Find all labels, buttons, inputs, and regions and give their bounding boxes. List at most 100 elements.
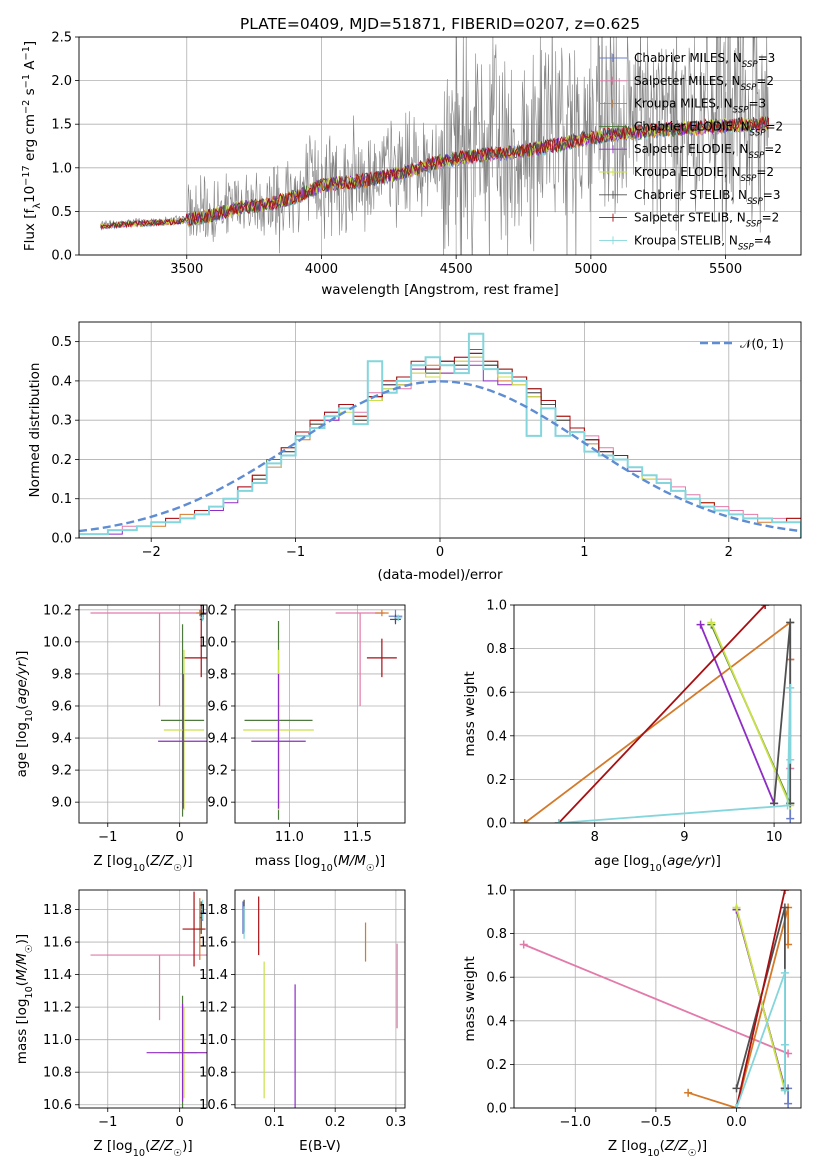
x-tick-label: 0.2 [325, 1115, 346, 1130]
label-part: )] [375, 853, 386, 869]
y-axis-label: age [log10(age/yr)] [14, 651, 35, 778]
label-part: ( [145, 853, 150, 869]
mass-vs-ebv-panel: 0.1 0.2 0.3 10.6 10.8 11.0 11.2 11.4 11.6 11.8 [199, 889, 407, 1130]
legend-entry: Salpeter STELIB, NSSP=2 [634, 211, 779, 230]
y-tick-label: 11.2 [199, 1001, 228, 1016]
plot-area [520, 605, 795, 823]
label-part: Z [log [93, 853, 132, 869]
label-part: mass [log [255, 853, 321, 869]
label-part: −1 [21, 74, 32, 88]
x-tick-label: −1.0 [559, 1115, 591, 1130]
legend-entry: Chabrier MILES, NSSP=3 [634, 51, 775, 70]
y-tick-label: 11.0 [199, 1033, 228, 1048]
plot-area [79, 332, 801, 538]
y-tick-label: 10.2 [199, 603, 228, 618]
y-tick-label: 9.4 [51, 732, 72, 747]
label-part: ( [14, 981, 30, 986]
label-part: Chabrier ELODIE, N [634, 119, 750, 133]
plot-area [90, 605, 207, 817]
label-part: SSP [742, 60, 759, 70]
weight-point-marker [780, 1086, 789, 1095]
x-axis-label: Z [log10(Z/Z☉)] [608, 1138, 707, 1159]
y-tick-label: 10.6 [43, 1098, 72, 1113]
y-tick-label: 1.0 [51, 161, 72, 176]
weight-point-marker [780, 890, 789, 894]
label-part: =2 [765, 119, 783, 133]
y-tick-label: 0.5 [51, 205, 72, 220]
x-tick-label: 0.3 [386, 1115, 407, 1130]
plot-area [243, 609, 403, 820]
y-tick-label: 0.3 [51, 414, 72, 429]
x-tick-label: 3500 [170, 262, 203, 277]
axes-frame [513, 604, 802, 824]
label-part: erg cm [22, 114, 38, 165]
weight-point-marker [786, 683, 795, 692]
y-tick-label: 0.4 [51, 374, 72, 389]
label-part: Z/Z [664, 1138, 689, 1154]
y-tick-label: 0.8 [486, 642, 507, 657]
label-part: SSP [741, 174, 758, 184]
weight-point-marker [786, 814, 795, 823]
label-part: )] [182, 1138, 193, 1154]
x-tick-label: 0 [176, 830, 184, 845]
x-tick-label: 11.5 [343, 830, 372, 845]
x-tick-label: 9 [680, 830, 688, 845]
y-tick-label: 10.0 [43, 635, 72, 650]
plot-area [519, 890, 793, 1108]
mass-vs-Z-panel: −1 0 10.6 10.8 11.0 11.2 11.4 11.6 11.8 [43, 889, 208, 1130]
model-spectrum-line [100, 118, 769, 230]
y-tick-label: 9.8 [51, 667, 72, 682]
label-part: Z/Z [149, 853, 174, 869]
label-part: Z [log [93, 1138, 132, 1154]
axes-frame [513, 889, 802, 1109]
weight-point-marker [780, 968, 789, 977]
label-part: ( [662, 853, 667, 869]
plot-area [90, 891, 207, 1108]
weight-series-line [558, 687, 792, 823]
label-part: −17 [21, 165, 32, 186]
y-tick-label: 9.8 [207, 667, 228, 682]
label-part: Z/Z [149, 1138, 174, 1154]
y-tick-label: 10.0 [199, 635, 228, 650]
label-part: s [22, 88, 38, 99]
y-tick-label: 0.4 [486, 1014, 507, 1029]
x-tick-label: 0 [176, 1115, 184, 1130]
residuals-panel: −2 −1 0 1 2 0.0 0.1 0.2 0.3 0.4 0.5 [51, 321, 802, 560]
x-tick-label: −2 [142, 545, 161, 560]
axes-frame [234, 889, 406, 1109]
y-tick-label: 0.4 [486, 729, 507, 744]
label-part: )] [14, 651, 30, 662]
label-part: SSP [738, 242, 755, 252]
legend-entry: Salpeter MILES, NSSP=2 [634, 74, 774, 93]
label-part: =2 [764, 142, 782, 156]
plot-area [242, 896, 398, 1108]
axes-frame [78, 604, 208, 824]
legend-entry: Kroupa ELODIE, NSSP=2 [634, 165, 774, 184]
x-tick-label: 5000 [574, 262, 607, 277]
weight-series-line [699, 624, 775, 804]
weight-vs-Z-panel: −1.0 −0.5 0.0 0.0 0.2 0.4 0.6 0.8 1.0 [486, 884, 802, 1130]
y-tick-label: 10.6 [199, 1098, 228, 1113]
weight-point-marker [784, 1099, 793, 1108]
legend-entry: 𝒩(0, 1) [740, 337, 784, 351]
label-part: age [log [14, 722, 30, 777]
weight-series-line [523, 943, 789, 1055]
y-tick-label: 1.0 [486, 599, 507, 614]
label-part: Chabrier MILES, N [634, 51, 742, 65]
axes-frame [78, 321, 802, 539]
y-tick-label: 11.2 [43, 1001, 72, 1016]
legend-entry: Chabrier ELODIE, NSSP=2 [634, 119, 783, 138]
weight-series-line [558, 605, 766, 823]
label-part: SSP [747, 197, 764, 207]
y-tick-label: 1.5 [51, 118, 72, 133]
label-part: 10 [320, 863, 332, 874]
legend-entry: Kroupa MILES, NSSP=3 [634, 97, 766, 116]
label-part: Chabrier STELIB, N [634, 188, 747, 202]
weight-series-line [524, 620, 792, 823]
weight-point-marker [696, 620, 705, 629]
label-part: =2 [756, 165, 774, 179]
label-part: 10 [133, 1148, 145, 1159]
label-part: )] [14, 934, 30, 945]
x-tick-label: 4500 [440, 262, 473, 277]
y-tick-label: 0.2 [51, 453, 72, 468]
